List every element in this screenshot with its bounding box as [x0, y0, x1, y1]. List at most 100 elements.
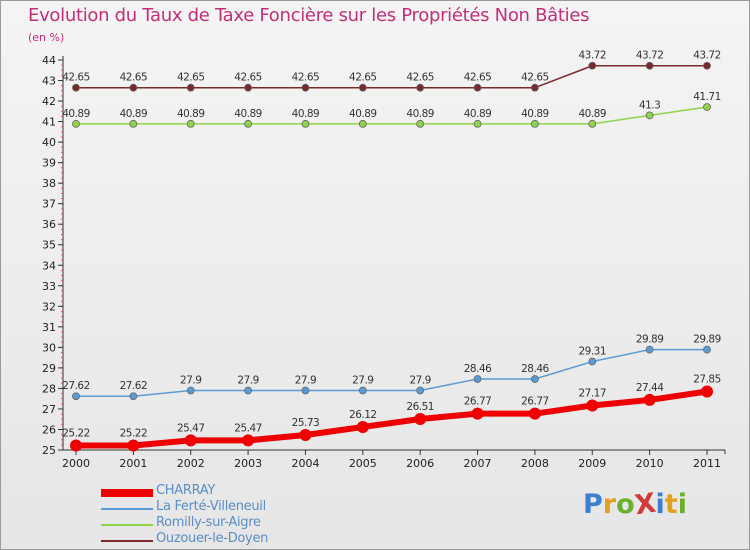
- data-point: [356, 421, 369, 434]
- data-label: 42.65: [120, 72, 148, 84]
- y-tick-label: 36: [42, 218, 56, 231]
- data-point: [301, 386, 310, 395]
- data-point: [473, 375, 482, 383]
- data-point: [184, 434, 197, 447]
- data-label: 27.44: [636, 382, 664, 394]
- data-label: 40.89: [349, 108, 377, 120]
- x-tick-label: 2007: [464, 457, 492, 470]
- data-label: 27.9: [409, 374, 430, 386]
- series-line-3: [76, 64, 707, 89]
- series-line-2: [76, 106, 708, 125]
- data-point: [528, 407, 541, 420]
- x-tick-label: 2010: [636, 457, 664, 470]
- series-line-1: [76, 348, 707, 397]
- y-tick-label: 28: [42, 382, 56, 395]
- data-point: [645, 111, 654, 120]
- data-point: [531, 83, 539, 92]
- y-tick-label: 35: [42, 239, 56, 252]
- y-tick-label: 31: [42, 321, 56, 334]
- data-label: 40.89: [177, 108, 205, 120]
- data-label: 43.72: [636, 50, 664, 62]
- x-tick-label: 2006: [406, 457, 434, 470]
- data-point: [701, 385, 713, 398]
- data-point: [645, 345, 654, 354]
- data-point: [416, 119, 425, 128]
- data-label: 43.72: [578, 50, 606, 62]
- x-tick-label: 2001: [119, 457, 147, 470]
- data-label: 27.62: [120, 380, 148, 392]
- data-label: 40.89: [62, 108, 90, 120]
- y-tick-label: 26: [42, 423, 56, 436]
- proxiti-logo: ProXiti: [583, 487, 687, 522]
- data-point: [471, 407, 484, 420]
- legend-item: Ouzouer-le-Doyen: [101, 531, 401, 549]
- data-label: 26.77: [521, 396, 549, 408]
- y-tick-label: 39: [42, 157, 56, 170]
- data-label: 42.65: [406, 72, 434, 84]
- data-point: [244, 83, 252, 92]
- data-label: 27.62: [62, 380, 90, 392]
- data-point: [358, 119, 367, 128]
- data-point: [358, 386, 367, 395]
- data-point: [358, 83, 367, 92]
- data-point: [129, 392, 138, 401]
- data-label: 40.89: [464, 108, 492, 120]
- data-point: [703, 61, 711, 70]
- data-point: [72, 119, 80, 128]
- legend-item: CHARRAY: [101, 483, 401, 501]
- y-tick-label: 29: [42, 362, 56, 375]
- data-label: 29.31: [578, 346, 606, 358]
- data-label: 42.65: [62, 72, 90, 84]
- legend-swatch: [101, 524, 153, 526]
- data-point: [588, 119, 597, 128]
- data-label: 40.89: [578, 108, 606, 120]
- data-label: 26.77: [464, 396, 492, 408]
- data-point: [414, 413, 427, 426]
- data-point: [244, 119, 252, 128]
- chart-title: Evolution du Taux de Taxe Foncière sur l…: [28, 5, 590, 26]
- data-label: 27.17: [578, 387, 606, 399]
- x-tick-label: 2005: [349, 457, 377, 470]
- data-label: 27.9: [295, 374, 316, 386]
- data-point: [588, 357, 597, 366]
- data-label: 28.46: [521, 363, 549, 375]
- data-point: [473, 119, 482, 128]
- data-label: 40.89: [120, 108, 148, 120]
- data-label: 25.22: [62, 427, 90, 439]
- data-label: 42.65: [292, 72, 320, 84]
- legend-item: Romilly-sur-Aigre: [101, 515, 401, 533]
- data-point: [643, 393, 656, 406]
- data-point: [703, 345, 711, 354]
- x-tick-label: 2004: [291, 457, 319, 470]
- data-label: 40.89: [292, 108, 320, 120]
- x-tick-label: 2003: [234, 457, 262, 470]
- y-tick-label: 25: [42, 444, 56, 457]
- data-label: 25.73: [292, 417, 320, 429]
- data-point: [244, 386, 252, 395]
- data-label: 26.12: [349, 409, 377, 421]
- data-point: [299, 429, 312, 442]
- data-label: 29.89: [636, 334, 664, 346]
- legend-label: Romilly-sur-Aigre: [156, 515, 261, 530]
- data-label: 27.9: [180, 374, 201, 386]
- data-label: 42.65: [349, 72, 377, 84]
- data-point: [127, 439, 140, 452]
- data-point: [72, 83, 80, 92]
- data-point: [186, 83, 195, 92]
- data-label: 42.65: [234, 72, 262, 84]
- data-label: 27.85: [693, 374, 721, 386]
- data-point: [531, 119, 539, 128]
- data-label: 27.9: [237, 374, 258, 386]
- data-point: [473, 83, 482, 92]
- y-tick-label: 44: [42, 54, 56, 67]
- legend-label: CHARRAY: [156, 483, 216, 498]
- data-label: 28.46: [464, 363, 492, 375]
- y-tick-label: 41: [42, 116, 56, 129]
- data-point: [242, 434, 255, 447]
- x-tick-label: 2011: [693, 457, 721, 470]
- y-tick-label: 32: [42, 300, 56, 313]
- data-label: 41.71: [693, 91, 721, 103]
- data-point: [70, 439, 82, 452]
